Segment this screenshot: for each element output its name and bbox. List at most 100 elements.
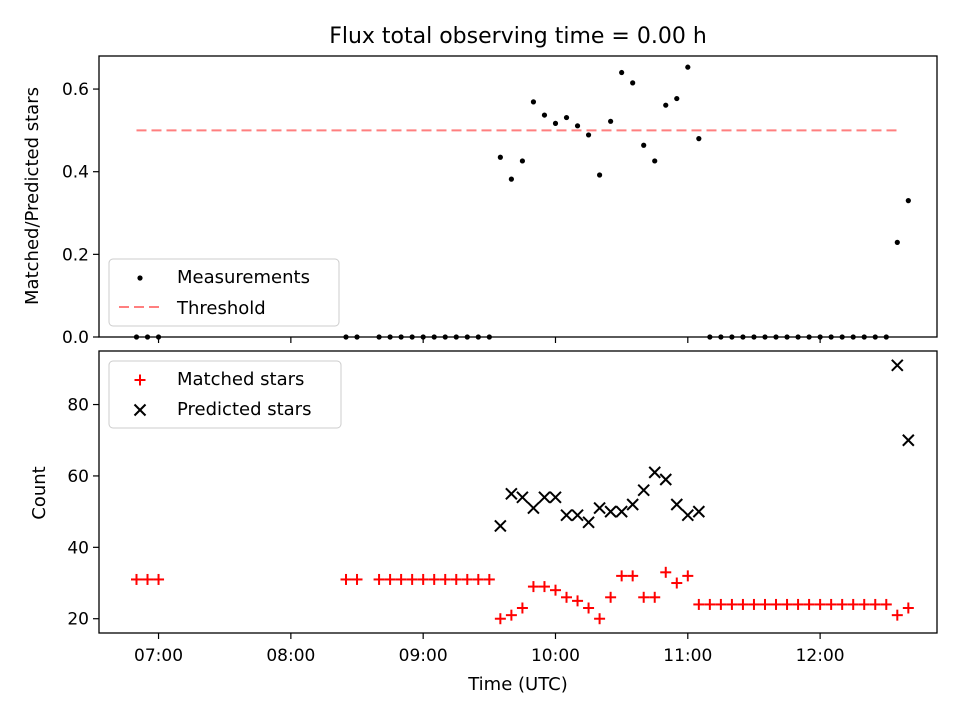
measurement-point [619,69,625,76]
matched-star-point [538,581,550,593]
matched-star-point [880,598,892,610]
measurement-point [574,123,581,129]
matched-star-point [737,598,749,610]
matched-star-point [748,598,760,610]
measurement-point [354,334,360,340]
matched-star-point [682,570,694,582]
matched-star-point [572,595,584,607]
matched-star-point [825,598,837,610]
matched-star-point [406,573,418,585]
measurement-point [652,158,658,164]
measurement-point [806,334,812,340]
measurement-point [144,334,151,340]
matched-star-point [428,573,440,585]
measurement-point [596,172,603,178]
x-tick-label: 07:00 [134,646,183,666]
matched-star-point [836,598,848,610]
matched-star-point [869,598,881,610]
measurement-point [464,334,470,340]
matched-star-point [693,598,705,610]
measurement-point [475,334,481,340]
matched-star-point [549,584,561,596]
matched-star-point [450,573,462,585]
predicted-star-point [902,434,915,447]
top-legend: Measurements Threshold [108,258,340,327]
measurement-point [398,334,404,340]
legend-plus-marker [134,374,146,386]
bottom-y-tick-label: 20 [67,610,89,630]
measurement-point [541,112,548,118]
measurement-point [674,95,680,102]
legend-cross-marker [133,403,147,417]
measurement-point [155,334,162,340]
matched-star-point [130,573,142,585]
predicted-star-point [615,505,628,518]
matched-star-point [527,581,539,593]
measurement-points [133,64,911,340]
bottom-plot-frame [98,350,938,634]
matched-star-point [395,573,407,585]
matched-star-point [902,602,914,614]
matched-stars-points [130,566,914,625]
legend-measurements-marker [137,275,143,281]
predicted-star-point [527,501,540,515]
matched-star-point [638,591,650,603]
x-tick-label: 11:00 [663,646,712,666]
matched-star-point [373,573,385,585]
matched-star-point [594,613,606,625]
predicted-star-point [549,491,562,504]
legend-predicted-marker [133,403,147,417]
top-y-tick-label: 0.0 [62,328,89,348]
measurement-point [828,334,834,340]
measurement-point [431,334,437,340]
top-plot-frame [98,55,938,338]
measurement-point [133,334,140,340]
predicted-star-point [505,487,518,500]
chart-title: Flux total observing time = 0.00 h [329,24,707,49]
x-tick-label: 08:00 [266,646,315,666]
matched-star-point [351,573,363,585]
measurement-point [442,334,448,340]
matched-star-point [781,598,793,610]
matched-star-point [505,609,517,621]
measurement-point [740,334,746,340]
measurement-point [718,334,724,340]
measurement-point [685,64,691,70]
legend-matched-label: Matched stars [177,369,304,390]
x-axis-label: Time (UTC) [467,674,568,695]
measurement-point [883,334,889,340]
matched-star-point [671,577,683,589]
matched-star-point [461,573,473,585]
bottom-legend: Matched stars Predicted stars [108,360,342,429]
legend-matched-marker [134,374,146,386]
measurement-point [894,239,900,245]
matched-star-point [726,598,738,610]
matched-star-point [516,602,528,614]
matched-star-point [792,598,804,610]
top-y-ticks: 0.0 0.2 0.4 0.6 [62,80,99,348]
measurement-point [630,80,636,86]
measurement-point [409,334,415,340]
measurement-point [387,334,393,340]
predicted-star-point [681,508,695,522]
measurement-point [850,334,856,340]
x-tick-label: 09:00 [399,646,448,666]
legend-predicted-label: Predicted stars [177,399,311,420]
matched-star-point [715,598,727,610]
matched-star-point [660,566,672,578]
measurement-point [707,334,713,340]
bottom-x-ticks: 07:00 08:00 09:00 10:00 11:00 12:00 [134,633,845,666]
top-y-axis-label: Matched/Predicted stars [22,87,43,305]
predicted-star-point [626,498,639,511]
top-y-tick-label: 0.6 [62,80,89,100]
matched-star-point [616,570,628,582]
x-tick-label: 12:00 [796,646,845,666]
measurement-point [376,334,382,340]
measurement-point [817,334,823,340]
matched-star-point [627,570,639,582]
measurement-point [663,102,669,108]
measurement-point [784,334,790,340]
matched-star-point [891,609,903,621]
matched-star-point [494,613,506,625]
bottom-y-axis-label: Count [29,466,50,519]
